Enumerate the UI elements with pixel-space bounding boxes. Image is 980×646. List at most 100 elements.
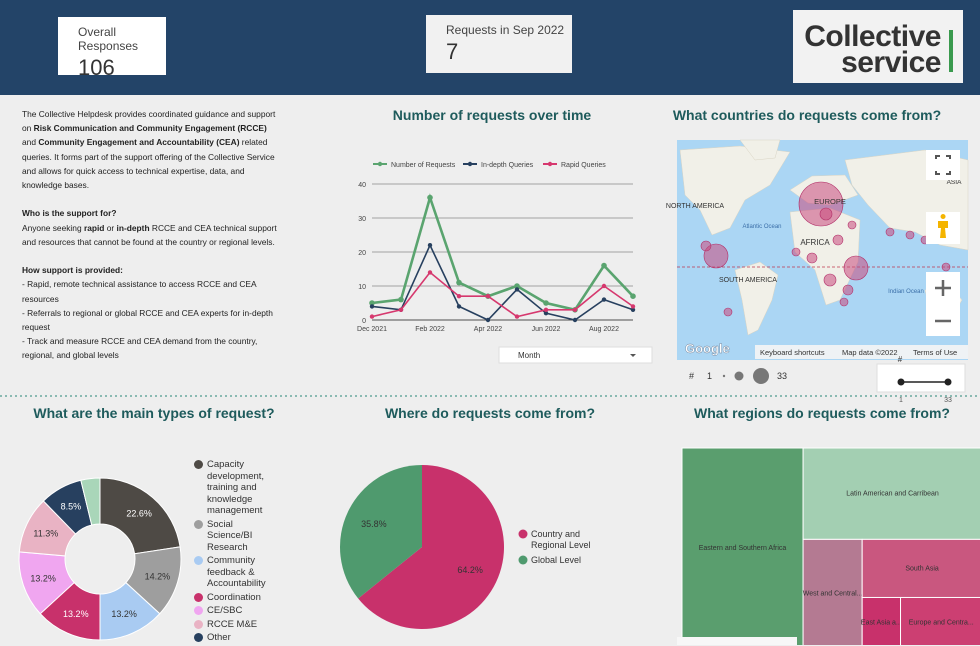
data-point: [369, 300, 375, 306]
chart-title: What countries do requests come from?: [673, 107, 941, 123]
map-bubble: [843, 255, 869, 281]
slider-handle: [944, 378, 952, 386]
map-label: Atlantic Ocean: [742, 224, 781, 230]
legend-label: Community feedback & Accountability: [207, 555, 266, 589]
logo-text: service: [841, 46, 941, 79]
slider-min: 1: [899, 397, 903, 404]
data-point: [514, 314, 520, 319]
data-point: [427, 194, 433, 201]
legend-label: Global Level: [531, 555, 581, 565]
data-point: [543, 300, 549, 306]
map-bubble: [847, 220, 857, 230]
paragraph: - Track and measure RCCE and CEA demand …: [22, 334, 280, 362]
legend-label: Number of Requests: [391, 162, 456, 169]
map-label: EUROPE: [814, 197, 846, 206]
text: - Rapid, remote technical assistance to …: [22, 279, 257, 304]
y-tick-label: 0: [362, 318, 366, 325]
data-label: 14.2%: [145, 571, 171, 581]
fullscreen-icon: [935, 155, 951, 175]
legend-label: CE/SBC: [207, 605, 243, 616]
map-bubble: [806, 252, 818, 264]
data-point: [630, 307, 636, 312]
legend-label: Rapid Queries: [561, 162, 606, 169]
map-bubble: [842, 284, 854, 296]
legend-swatch: [518, 555, 528, 565]
kpi-value: 106: [78, 55, 115, 80]
data-label: 13.2%: [30, 573, 56, 583]
legend-item: Community feedback & Accountability: [194, 555, 280, 590]
pie-slice: [358, 465, 504, 629]
dropdown-caret: [630, 354, 636, 357]
kpi-card: Requests in Sep 2022 7: [426, 15, 572, 73]
map-logo: Google: [685, 341, 730, 356]
map-control[interactable]: [926, 150, 960, 180]
dropdown[interactable]: [498, 346, 653, 364]
legend-label: Capacity development, training and knowl…: [207, 459, 265, 516]
bold-text: rapid: [83, 222, 105, 233]
treemap-label: West and Central...: [803, 591, 863, 598]
size-legend-dot: [722, 374, 726, 378]
y-tick-label: 20: [358, 250, 366, 257]
map-bubble: [905, 230, 915, 240]
x-tick-label: Apr 2022: [474, 326, 503, 333]
map-bubble: [819, 207, 833, 221]
legend-label: Country and Regional Level: [531, 529, 591, 550]
paragraph: Anyone seeking rapid or in-depth RCCE an…: [22, 221, 280, 249]
data-point: [601, 297, 607, 302]
data-point: [369, 304, 375, 309]
map-label: Indian Ocean: [888, 289, 924, 295]
legend-swatch: [518, 529, 528, 539]
legend-label: In-depth Queries: [481, 162, 534, 169]
data-point: [485, 317, 491, 323]
data-point: [514, 283, 520, 289]
treemap-label: Europe and Centra...: [909, 620, 974, 627]
bold-text: in-depth: [116, 222, 150, 233]
legend-swatch: [194, 460, 203, 469]
map-label: NORTH AMERICA: [666, 203, 725, 210]
legend-swatch: [194, 619, 203, 629]
legend-item: Social Science/BI Research: [194, 519, 280, 554]
chart-title: What are the main types of request?: [33, 405, 274, 421]
paragraph: - Rapid, remote technical assistance to …: [22, 277, 280, 305]
attribution-text: Map data ©2022: [842, 348, 898, 357]
text: - Referrals to regional or global RCCE a…: [22, 307, 273, 333]
data-label: 11.3%: [33, 528, 58, 538]
logo-text: Collective: [804, 20, 941, 53]
data-point: [514, 287, 520, 292]
logo-bar: [949, 30, 953, 72]
legend-label: Other: [207, 632, 231, 643]
treemap-label: Eastern and Southern Africa: [699, 545, 787, 552]
data-point: [485, 294, 491, 299]
data-point: [572, 317, 578, 323]
donut-slice: [99, 477, 181, 555]
paragraph: How support is provided:: [22, 263, 280, 277]
legend-item: Coordination: [194, 592, 280, 604]
paragraph: Who is the support for?: [22, 206, 280, 220]
y-tick-label: 40: [358, 182, 366, 189]
chart-title: Where do requests come from?: [385, 405, 595, 421]
chart-title: Number of requests over time: [393, 107, 592, 123]
data-label: 8.5%: [61, 502, 82, 512]
attribution-text: Terms of Use: [913, 348, 957, 357]
dropdown-label: Month: [518, 351, 540, 360]
map-bubble: [941, 262, 951, 272]
series-line: [371, 243, 634, 321]
donut-slice: [80, 477, 101, 526]
x-tick-label: Aug 2022: [589, 326, 619, 333]
text: or: [104, 222, 117, 233]
data-point: [543, 307, 549, 312]
paragraph: - Referrals to regional or global RCCE a…: [22, 306, 280, 334]
data-point: [456, 279, 462, 286]
kpi-value: 7: [446, 39, 459, 64]
map-bubble: [723, 307, 733, 317]
size-legend-dot: [734, 371, 744, 381]
data-point: [398, 307, 404, 312]
range-slider[interactable]: [876, 363, 966, 393]
treemap-cell: [681, 447, 804, 645]
size-legend-dot: [753, 368, 769, 384]
slider-handle: [897, 378, 905, 386]
map-bubble: [839, 297, 849, 307]
text: The Collective Helpdesk provides coordin…: [22, 109, 276, 134]
kpi-card: Overall Responses 106: [58, 17, 166, 80]
